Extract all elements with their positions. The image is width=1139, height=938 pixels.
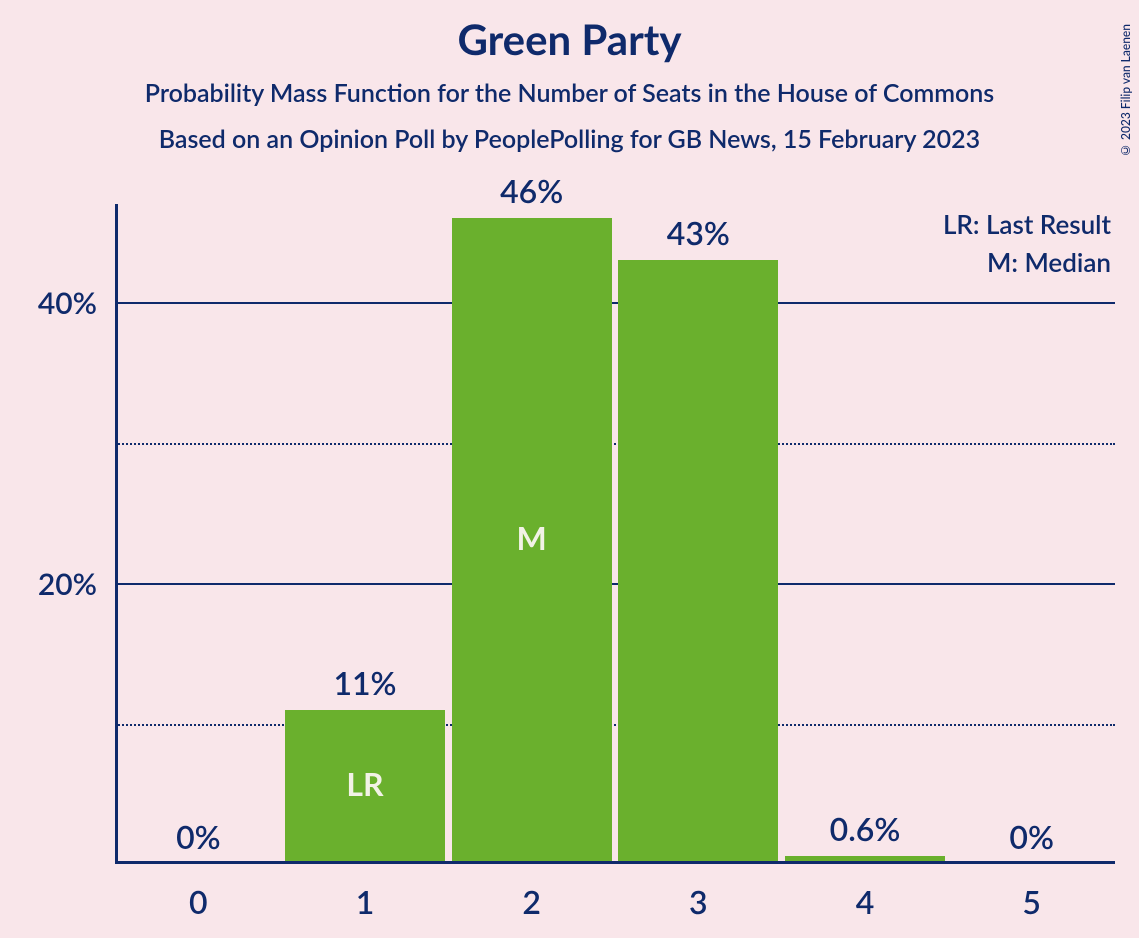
x-axis: [115, 861, 1115, 864]
bar-value-label: 0%: [948, 817, 1115, 856]
x-tick-label: 1: [282, 882, 449, 921]
bar-marker-last-result: LR: [285, 764, 445, 803]
gridline: [115, 443, 1115, 445]
bar-value-label: 0%: [115, 817, 282, 856]
gridline: [115, 583, 1115, 585]
x-tick-label: 5: [948, 882, 1115, 921]
plot-area: 20%40%0%011%LR146%M243%30.6%40%5LR: Last…: [115, 204, 1115, 864]
legend-last-result: LR: Last Result: [943, 208, 1111, 240]
bar: [618, 260, 778, 864]
x-tick-label: 4: [782, 882, 949, 921]
x-tick-label: 0: [115, 882, 282, 921]
chart-subtitle-1: Probability Mass Function for the Number…: [0, 78, 1139, 108]
bar-marker-median: M: [452, 518, 612, 557]
y-tick-label: 20%: [7, 566, 97, 602]
x-tick-label: 2: [448, 882, 615, 921]
chart-subtitle-2: Based on an Opinion Poll by PeoplePollin…: [0, 124, 1139, 154]
bar-value-label: 46%: [448, 171, 615, 210]
copyright-text: © 2023 Filip van Laenen: [1118, 24, 1133, 158]
gridline: [115, 724, 1115, 726]
x-tick-label: 3: [615, 882, 782, 921]
y-axis: [115, 204, 118, 864]
y-tick-label: 40%: [7, 285, 97, 321]
legend-median: M: Median: [987, 246, 1111, 278]
gridline: [115, 302, 1115, 304]
bar-value-label: 43%: [615, 213, 782, 252]
chart-title: Green Party: [0, 14, 1139, 64]
bar-value-label: 0.6%: [782, 809, 949, 848]
bar-value-label: 11%: [282, 663, 449, 702]
